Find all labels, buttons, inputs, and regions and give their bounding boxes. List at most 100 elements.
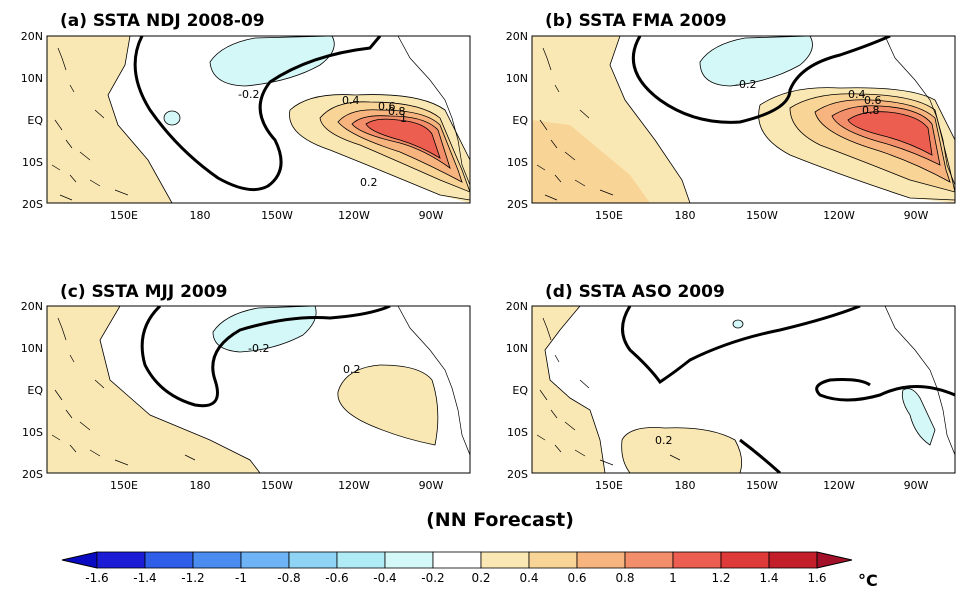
colorbar-tick-label: 1 bbox=[669, 571, 677, 585]
lat-tick-label: 20N bbox=[21, 30, 43, 43]
map-field bbox=[532, 36, 955, 203]
lat-tick-label: 20N bbox=[506, 30, 528, 43]
colorbar-segment bbox=[576, 551, 626, 569]
colorbar-tick-label: -1.2 bbox=[181, 571, 204, 585]
colorbar-segment bbox=[144, 551, 194, 569]
colorbar: -1.6 -1.4 -1.2 -1 -0.8 -0.6 -0.4 -0.2 0.2 0.4 0.6 0… bbox=[61, 551, 853, 585]
map-frame bbox=[531, 305, 956, 474]
lon-tick-label: 90W bbox=[419, 209, 444, 222]
lon-tick-label: 150E bbox=[110, 479, 138, 492]
colorbar-segment bbox=[624, 551, 674, 569]
contour-labels: -0.2 0.2 bbox=[248, 342, 361, 376]
lat-tick-label: 10N bbox=[21, 72, 43, 85]
svg-text:-0.2: -0.2 bbox=[248, 342, 269, 355]
colorbar-tick-label: -1 bbox=[235, 571, 247, 585]
colorbar-segment bbox=[720, 551, 770, 569]
panel-title: (c) SSTA MJJ 2009 bbox=[60, 282, 227, 302]
lat-tick-label: EQ bbox=[27, 114, 43, 127]
map-frame bbox=[46, 35, 471, 204]
colorbar-segment bbox=[432, 551, 482, 569]
colorbar-unit: °C bbox=[858, 571, 878, 590]
lat-tick-label: 20S bbox=[22, 468, 43, 481]
svg-text:0.8: 0.8 bbox=[862, 104, 880, 117]
colorbar-segment bbox=[336, 551, 386, 569]
panel-d: (d) SSTA ASO 2009 0.2 bbox=[531, 282, 956, 474]
lon-tick-label: 90W bbox=[904, 479, 929, 492]
lon-tick-label: 90W bbox=[904, 209, 929, 222]
lat-tick-label: 10S bbox=[507, 156, 528, 169]
axis-labels: 20N 10N EQ 10S 20S 150E 180 150W 120W 90W 20N 10N EQ… bbox=[21, 30, 929, 492]
colorbar-tick-label: -0.8 bbox=[277, 571, 300, 585]
colorbar-segment bbox=[384, 551, 434, 569]
panel-b: (b) SSTA FMA 2009 -0.2 bbox=[531, 11, 956, 204]
lat-tick-label: 10S bbox=[22, 426, 43, 439]
lon-tick-label: 150W bbox=[261, 209, 293, 222]
lon-tick-label: 150E bbox=[595, 479, 623, 492]
colorbar-segment bbox=[96, 551, 146, 569]
colorbar-arrow-right bbox=[816, 551, 853, 569]
contour-labels: -0.2 0.4 0.6 0.8 1 0.2 bbox=[238, 88, 407, 189]
svg-text:0.4: 0.4 bbox=[848, 88, 866, 101]
lon-tick-label: 150E bbox=[110, 209, 138, 222]
svg-text:0.2: 0.2 bbox=[360, 176, 378, 189]
colorbar-segment bbox=[672, 551, 722, 569]
lat-tick-label: 20N bbox=[21, 300, 43, 313]
svg-text:-0.2: -0.2 bbox=[238, 88, 259, 101]
colorbar-tick-label: -0.6 bbox=[325, 571, 348, 585]
colorbar-tick-label: -1.6 bbox=[85, 571, 108, 585]
map-field bbox=[47, 306, 470, 473]
svg-text:1: 1 bbox=[400, 112, 407, 125]
colorbar-tick-label: 0.8 bbox=[615, 571, 634, 585]
lon-tick-label: 180 bbox=[675, 479, 696, 492]
lat-tick-label: EQ bbox=[512, 114, 528, 127]
lat-tick-label: EQ bbox=[512, 384, 528, 397]
panel-c: (c) SSTA MJJ 2009 -0.2 0.2 bbox=[46, 282, 471, 474]
lon-tick-label: 150W bbox=[746, 479, 778, 492]
colorbar-segment bbox=[192, 551, 242, 569]
colorbar-segment bbox=[768, 551, 818, 569]
lon-tick-label: 180 bbox=[675, 209, 696, 222]
colorbar-tick-label: 1.4 bbox=[759, 571, 778, 585]
lon-tick-label: 150E bbox=[595, 209, 623, 222]
map-field bbox=[532, 306, 955, 473]
colorbar-tick-label: 1.2 bbox=[711, 571, 730, 585]
map-frame bbox=[531, 35, 956, 204]
svg-text:-0.2: -0.2 bbox=[735, 78, 756, 91]
lon-tick-label: 150W bbox=[746, 209, 778, 222]
colorbar-tick-label: -0.4 bbox=[373, 571, 396, 585]
lat-tick-label: 20N bbox=[506, 300, 528, 313]
lat-tick-label: 10S bbox=[507, 426, 528, 439]
lat-tick-label: 20S bbox=[507, 198, 528, 211]
svg-text:0.4: 0.4 bbox=[342, 94, 360, 107]
colorbar-segment bbox=[240, 551, 290, 569]
contour-labels: -0.2 0.4 0.6 0.8 bbox=[735, 78, 882, 117]
colorbar-segment bbox=[480, 551, 530, 569]
svg-text:0.6: 0.6 bbox=[864, 94, 882, 107]
lon-tick-label: 120W bbox=[338, 209, 370, 222]
colorbar-segment bbox=[528, 551, 578, 569]
colorbar-tick-label: 1.6 bbox=[807, 571, 826, 585]
colorbar-segment bbox=[288, 551, 338, 569]
lon-tick-label: 120W bbox=[338, 479, 370, 492]
colorbar-tick-label: 0.6 bbox=[567, 571, 586, 585]
panel-title: (a) SSTA NDJ 2008-09 bbox=[60, 11, 265, 31]
lat-tick-label: 10N bbox=[506, 72, 528, 85]
colorbar-tick-label: -1.4 bbox=[133, 571, 156, 585]
lon-tick-label: 120W bbox=[823, 479, 855, 492]
lat-tick-label: 10S bbox=[22, 156, 43, 169]
lat-tick-label: 20S bbox=[507, 468, 528, 481]
lon-tick-label: 120W bbox=[823, 209, 855, 222]
panel-title: (d) SSTA ASO 2009 bbox=[545, 282, 725, 302]
colorbar-tick-label: 0.2 bbox=[471, 571, 490, 585]
colorbar-tick-label: -0.2 bbox=[421, 571, 444, 585]
lat-tick-label: 20S bbox=[22, 198, 43, 211]
lon-tick-label: 180 bbox=[190, 209, 211, 222]
lat-tick-label: EQ bbox=[27, 384, 43, 397]
lon-tick-label: 180 bbox=[190, 479, 211, 492]
contour-labels: 0.2 bbox=[655, 434, 673, 447]
lon-tick-label: 150W bbox=[261, 479, 293, 492]
colorbar-tick-label: 0.4 bbox=[519, 571, 538, 585]
panel-a: (a) SSTA NDJ 2008-09 bbox=[46, 11, 471, 204]
panel-title: (b) SSTA FMA 2009 bbox=[545, 11, 727, 31]
